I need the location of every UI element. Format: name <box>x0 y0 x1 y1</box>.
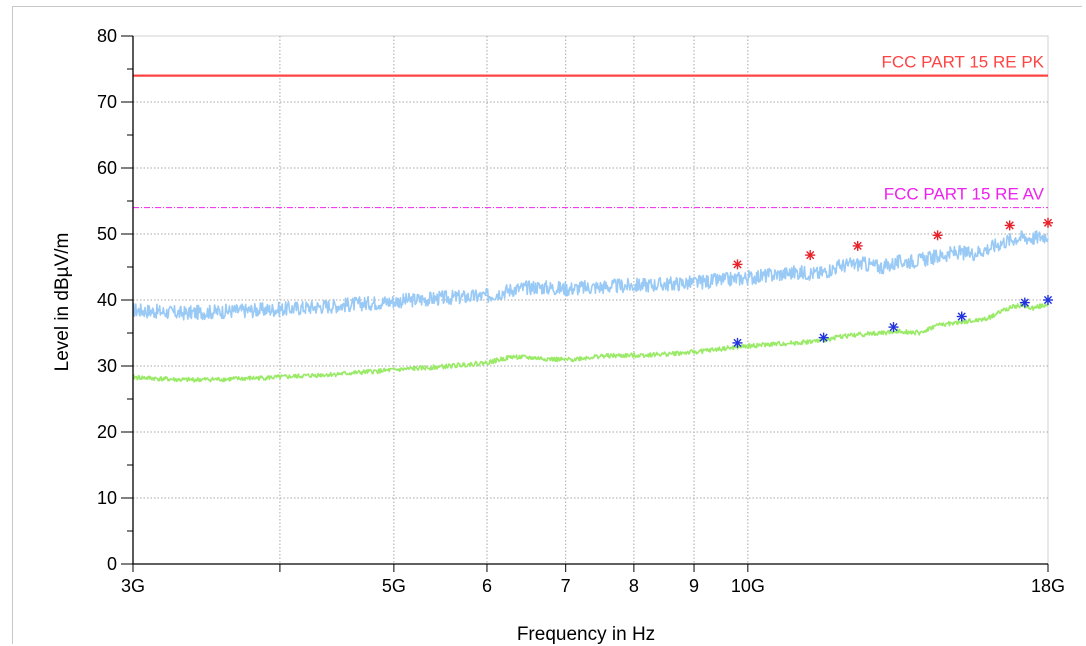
y-tick-label: 30 <box>97 356 117 376</box>
peak-trace <box>132 230 1049 321</box>
marker-stroke <box>733 260 742 269</box>
peak-marker <box>732 259 743 270</box>
marker-stroke <box>806 251 815 260</box>
marker-stroke <box>957 312 966 321</box>
marker-stroke <box>819 333 828 342</box>
y-tick-label: 20 <box>97 422 117 442</box>
limit-label: FCC PART 15 RE PK <box>882 53 1045 72</box>
peak-marker <box>1043 217 1053 228</box>
y-tick-label: 50 <box>97 224 117 244</box>
marker-stroke <box>853 241 862 250</box>
x-tick-label: 7 <box>561 576 571 596</box>
average-marker <box>732 337 743 348</box>
y-tick-label: 0 <box>107 554 117 574</box>
average-marker <box>956 311 967 322</box>
markers <box>732 217 1053 348</box>
x-tick-label: 18G <box>1031 576 1065 596</box>
x-tick-label: 10G <box>731 576 765 596</box>
limit-lines: FCC PART 15 RE PK FCC PART 15 RE AV <box>133 53 1048 209</box>
grid <box>132 35 1049 565</box>
y-axis-label: Level in dBµV/m <box>52 233 73 372</box>
peak-marker <box>932 230 943 241</box>
average-marker <box>1019 297 1030 308</box>
marker-stroke <box>889 323 898 332</box>
average-marker <box>818 332 829 343</box>
peak-marker <box>852 240 863 251</box>
x-tick-label: 9 <box>689 576 699 596</box>
x-tick-label: 3G <box>121 576 145 596</box>
y-tick-label: 10 <box>97 488 117 508</box>
marker-stroke <box>1043 295 1053 305</box>
y-tick-label: 80 <box>97 26 117 46</box>
peak-marker <box>1004 220 1015 231</box>
marker-stroke <box>1043 218 1053 227</box>
marker-stroke <box>733 338 742 347</box>
y-tick-label: 70 <box>97 92 117 112</box>
x-tick-label: 5G <box>382 576 406 596</box>
marker-stroke <box>1020 298 1029 307</box>
traces <box>132 230 1049 383</box>
axes: 0 10 20 30 40 50 60 70 80 3G 5G 6 7 8 9 10G 18G <box>97 26 1065 596</box>
x-tick-label: 6 <box>482 576 492 596</box>
average-trace <box>132 301 1049 383</box>
limit-label: FCC PART 15 RE AV <box>884 185 1045 204</box>
x-tick-label: 8 <box>629 576 639 596</box>
marker-stroke <box>1005 221 1014 230</box>
peak-marker <box>805 250 816 261</box>
chart-frame <box>12 6 1082 644</box>
marker-stroke <box>933 231 942 240</box>
average-marker <box>1043 295 1053 305</box>
average-marker <box>888 322 899 333</box>
y-tick-label: 40 <box>97 290 117 310</box>
x-axis-label: Frequency in Hz <box>517 624 655 645</box>
y-tick-label: 60 <box>97 158 117 178</box>
